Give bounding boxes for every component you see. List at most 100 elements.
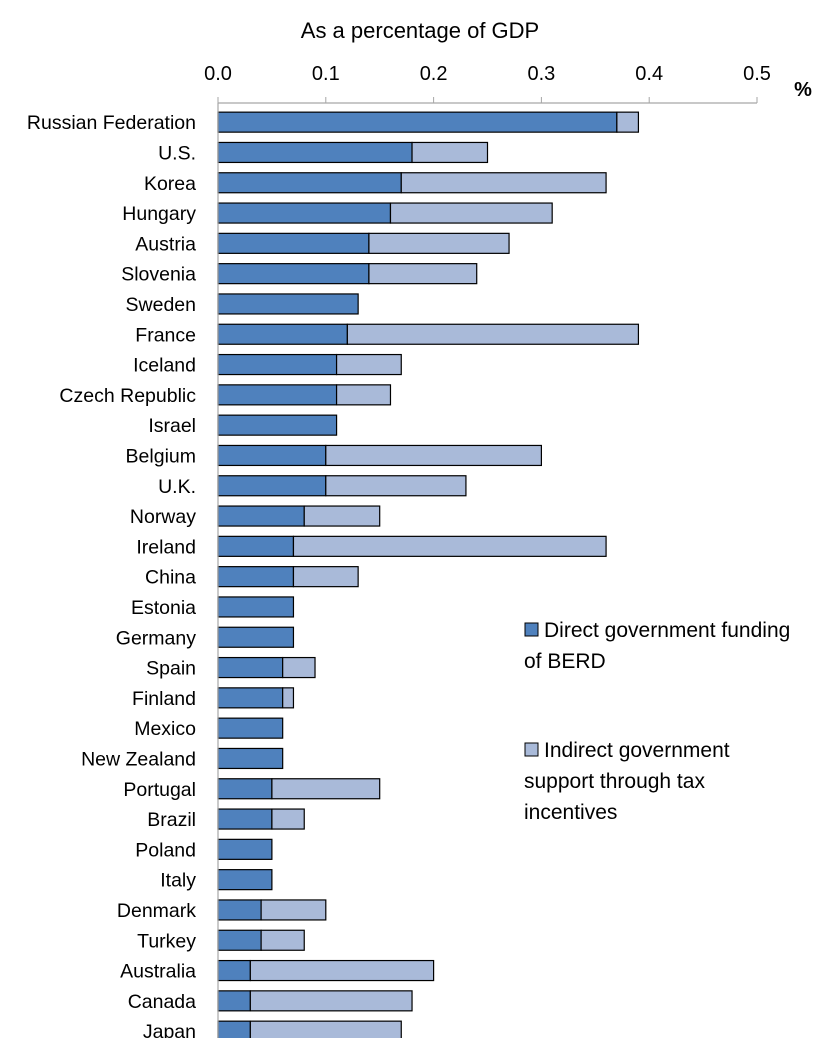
bar-direct-funding [217, 626, 295, 648]
category-label: Estonia [131, 597, 196, 619]
category-label: Korea [144, 173, 196, 195]
bar-tax-incentives [325, 475, 467, 497]
x-tick-label: 0.4 [635, 63, 663, 85]
category-label: Denmark [117, 900, 196, 922]
x-tick-label: 0.3 [527, 63, 555, 85]
category-labels: Russian Federation U.S. Korea Hungary Austri… [27, 112, 196, 1038]
category-label: Ireland [136, 536, 196, 558]
category-label: Iceland [133, 355, 196, 377]
category-label: China [145, 567, 196, 589]
bar-direct-funding [217, 808, 273, 830]
category-label: Japan [143, 1021, 196, 1038]
bar-tax-incentives [325, 444, 542, 467]
bar-tax-incentives [292, 535, 607, 557]
bar-tax-incentives [368, 263, 478, 285]
category-label: Belgium [126, 445, 196, 467]
x-axis-ticks: 0.0 0.1 0.2 0.3 0.4 0.5 [204, 63, 771, 85]
bars [217, 111, 640, 1038]
bar-direct-funding [217, 687, 284, 709]
category-label: U.S. [158, 142, 196, 164]
bar-direct-funding [217, 444, 327, 467]
bar-tax-incentives [411, 141, 489, 164]
bar-tax-incentives [292, 566, 359, 588]
bar-tax-incentives [368, 232, 510, 254]
legend-label: Indirect government [544, 739, 730, 762]
bar-direct-funding [217, 1020, 251, 1038]
legend-swatch-direct [524, 622, 539, 637]
category-label: Norway [130, 506, 196, 528]
bar-direct-funding [217, 475, 327, 497]
bar-tax-incentives [282, 656, 316, 679]
bar-direct-funding [217, 232, 370, 254]
x-tick-label: 0.2 [420, 63, 448, 85]
bar-direct-funding [217, 869, 273, 891]
bar-direct-funding [217, 353, 338, 376]
bar-direct-funding [217, 566, 295, 588]
bar-direct-funding [217, 111, 618, 133]
bar-tax-incentives [260, 929, 305, 951]
category-label: Mexico [134, 718, 196, 740]
category-label: Russian Federation [27, 112, 196, 134]
category-label: Czech Republic [59, 385, 196, 407]
bar-tax-incentives [249, 959, 435, 982]
bar-tax-incentives [249, 1020, 402, 1038]
bar-direct-funding [217, 384, 338, 406]
bar-direct-funding [217, 172, 402, 194]
category-label: Turkey [137, 930, 196, 952]
bar-direct-funding [217, 596, 295, 618]
bar-direct-funding [217, 929, 262, 951]
bar-tax-incentives [271, 778, 381, 800]
bar-tax-incentives [335, 384, 392, 406]
bar-direct-funding [217, 747, 284, 770]
bar-direct-funding [217, 717, 284, 739]
category-label: New Zealand [81, 748, 196, 770]
category-label: Spain [146, 658, 196, 680]
legend-swatch-indirect [524, 742, 539, 757]
bar-direct-funding [217, 414, 338, 436]
category-label: Sweden [126, 294, 196, 316]
bar-tax-incentives [335, 353, 402, 376]
category-label: Italy [160, 870, 196, 892]
category-label: Austria [135, 233, 196, 255]
bar-direct-funding [217, 141, 413, 164]
bar-direct-funding [217, 778, 273, 800]
legend-label: support through tax [524, 770, 705, 793]
axes [217, 97, 758, 1038]
bar-tax-incentives [389, 202, 553, 224]
category-label: Brazil [147, 809, 196, 831]
legend-label: incentives [524, 801, 617, 824]
category-label: Australia [120, 961, 196, 983]
legend-label: Direct government funding [544, 619, 790, 642]
bar-direct-funding [217, 323, 348, 345]
legend: Direct government funding of BERD Indirect… [524, 619, 790, 824]
category-label: Germany [116, 627, 196, 649]
bar-direct-funding [217, 293, 359, 315]
bar-direct-funding [217, 505, 305, 527]
bar-tax-incentives [400, 172, 607, 194]
bar-direct-funding [217, 990, 251, 1012]
x-tick-label: 0.0 [204, 63, 232, 85]
category-label: Poland [135, 839, 196, 861]
bar-tax-incentives [303, 505, 381, 527]
category-label: Hungary [122, 203, 196, 225]
bar-tax-incentives [282, 687, 295, 709]
chart-title: As a percentage of GDP [301, 18, 539, 43]
category-label: Slovenia [121, 264, 196, 286]
x-tick-label: 0.5 [743, 63, 771, 85]
category-label: France [135, 324, 196, 346]
bar-direct-funding [217, 899, 262, 921]
bar-direct-funding [217, 535, 295, 557]
category-label: Portugal [123, 779, 196, 801]
category-label: Finland [132, 688, 196, 710]
x-tick-label: 0.1 [312, 63, 340, 85]
bar-tax-incentives [346, 323, 640, 345]
bar-direct-funding [217, 263, 370, 285]
bar-tax-incentives [271, 808, 305, 830]
bar-direct-funding [217, 656, 284, 679]
category-label: Canada [128, 991, 196, 1013]
unit-label: % [794, 79, 812, 101]
bar-tax-incentives [249, 990, 413, 1012]
legend-label: of BERD [524, 650, 606, 673]
bar-direct-funding [217, 838, 273, 860]
